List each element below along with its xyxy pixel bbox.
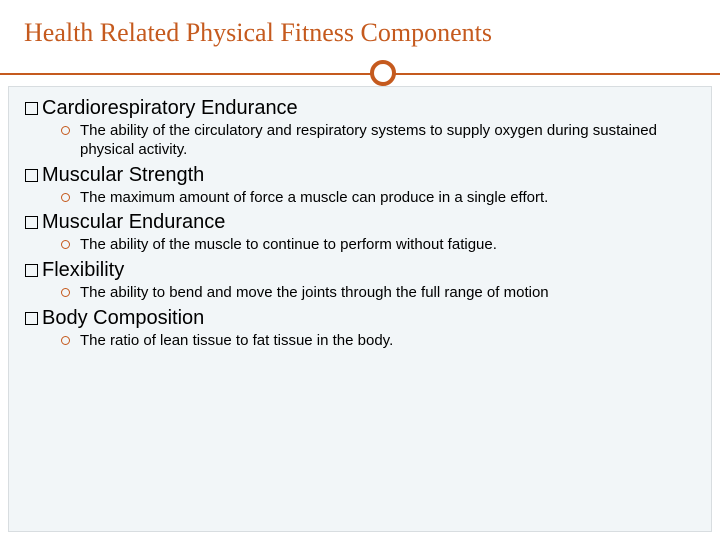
title-divider [0,60,720,88]
component-item: Muscular Endurance The ability of the mu… [25,211,695,255]
component-description-row: The ability of the circulatory and respi… [25,122,695,160]
square-bullet-icon [25,102,38,115]
component-description: The maximum amount of force a muscle can… [80,189,695,208]
component-item: Body Composition The ratio of lean tissu… [25,307,695,351]
circle-bullet-icon [61,126,70,135]
divider-line [0,73,720,75]
circle-bullet-icon [61,288,70,297]
circle-bullet-icon [61,240,70,249]
component-name: Body Composition [42,307,204,330]
component-description-row: The ability to bend and move the joints … [25,284,695,303]
content-panel: Cardiorespiratory Endurance The ability … [8,86,712,532]
component-name: Muscular Strength [42,164,204,187]
square-bullet-icon [25,169,38,182]
title-area: Health Related Physical Fitness Componen… [0,0,720,48]
square-bullet-icon [25,312,38,325]
component-description: The ratio of lean tissue to fat tissue i… [80,332,695,351]
component-item: Cardiorespiratory Endurance The ability … [25,97,695,160]
component-heading: Flexibility [25,259,695,282]
circle-bullet-icon [61,193,70,202]
component-description-row: The ability of the muscle to continue to… [25,236,695,255]
square-bullet-icon [25,216,38,229]
component-description: The ability to bend and move the joints … [80,284,695,303]
slide: Health Related Physical Fitness Componen… [0,0,720,540]
component-heading: Cardiorespiratory Endurance [25,97,695,120]
component-description: The ability of the muscle to continue to… [80,236,695,255]
component-description-row: The ratio of lean tissue to fat tissue i… [25,332,695,351]
component-description-row: The maximum amount of force a muscle can… [25,189,695,208]
circle-bullet-icon [61,336,70,345]
component-name: Muscular Endurance [42,211,225,234]
divider-circle-icon [370,60,396,86]
component-name: Flexibility [42,259,124,282]
component-heading: Muscular Strength [25,164,695,187]
component-description: The ability of the circulatory and respi… [80,122,695,160]
slide-title: Health Related Physical Fitness Componen… [24,18,696,48]
component-name: Cardiorespiratory Endurance [42,97,298,120]
component-heading: Body Composition [25,307,695,330]
component-heading: Muscular Endurance [25,211,695,234]
component-item: Muscular Strength The maximum amount of … [25,164,695,208]
component-item: Flexibility The ability to bend and move… [25,259,695,303]
square-bullet-icon [25,264,38,277]
